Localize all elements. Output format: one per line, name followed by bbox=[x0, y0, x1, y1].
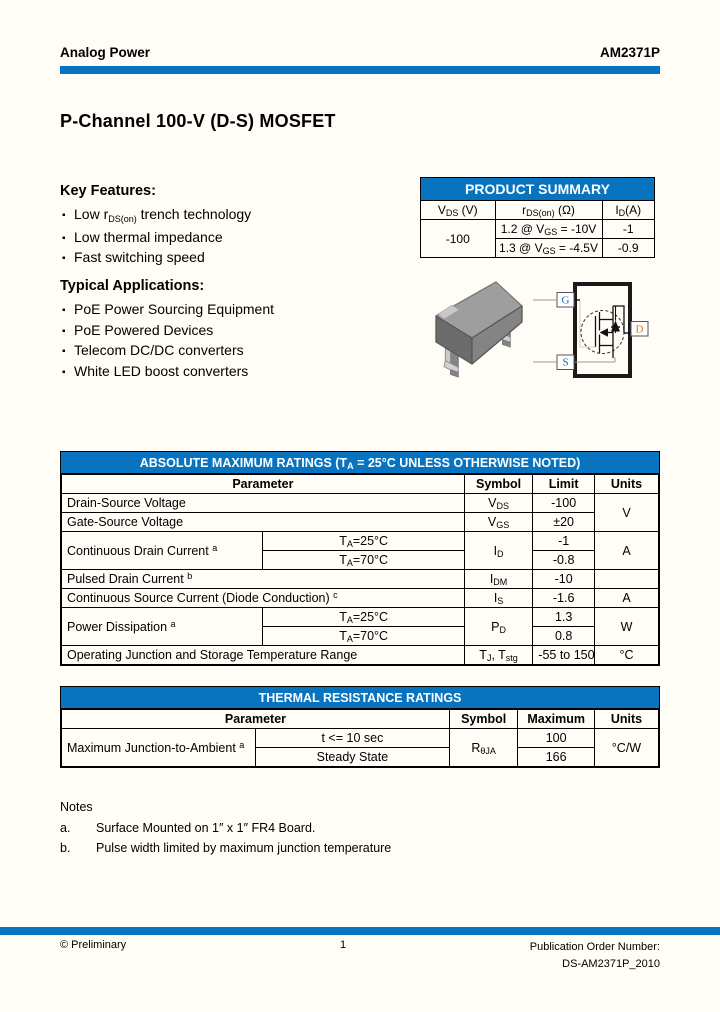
svg-text:S: S bbox=[562, 357, 568, 369]
svg-text:D: D bbox=[636, 324, 644, 336]
svg-text:G: G bbox=[562, 295, 570, 307]
